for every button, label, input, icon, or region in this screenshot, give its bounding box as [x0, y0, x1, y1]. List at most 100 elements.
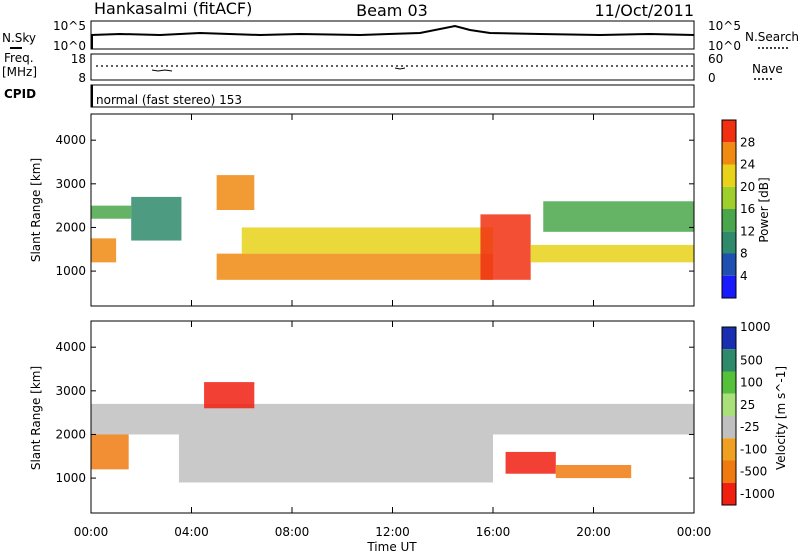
velocity-panel: 1000 2000 3000 4000 Slant Range [km] 1000 50… [29, 320, 788, 514]
power-colorbar-swatch-0 [722, 275, 736, 298]
power-ytick-label-1: 2000 [55, 220, 86, 234]
power-colorbar-tick-1: 8 [740, 247, 748, 261]
power-band-1 [91, 205, 132, 219]
velocity-colorbar-tick-4: -25 [740, 420, 760, 434]
velocity-band-5 [555, 465, 632, 479]
date-title: 11/Oct/2011 [594, 1, 694, 20]
velocity-colorbar-tick-0: 1000 [740, 320, 771, 334]
time-tick-label-0: 00:00 [74, 525, 109, 539]
power-band-8 [543, 201, 694, 232]
power-band-7 [530, 244, 694, 263]
power-colorbar-swatch-6 [722, 142, 736, 165]
velocity-ylabel: Slant Range [km] [29, 366, 43, 470]
power-colorbar: 4 8 12 16 20 24 28 [721, 119, 755, 299]
freq-frame [90, 53, 695, 81]
nsearch-top-tick: 10^5 [708, 19, 741, 33]
power-colorbar-tick-3: 16 [740, 202, 755, 216]
beam-title: Beam 03 [356, 1, 428, 20]
freq-trace-1 [151, 69, 173, 72]
velocity-heatmap [91, 382, 694, 483]
velocity-colorbar-swatch-7 [722, 482, 736, 505]
power-colorbar-tick-2: 12 [740, 224, 755, 238]
power-ylabel: Slant Range [km] [29, 158, 43, 262]
power-band-4 [241, 227, 493, 254]
velocity-colorbar: 1000 500 100 25 -25 -100 -500 -1000 [721, 320, 775, 506]
time-axis-label: Time UT [366, 540, 417, 554]
nsky-label: N.Sky [2, 31, 36, 45]
nsky-bottom-tick: 10^0 [53, 39, 86, 53]
freq-bottom-tick: 8 [78, 71, 86, 85]
power-panel: 1000 2000 3000 4000 Slant Range [km] 4 8 12 16… [29, 113, 771, 307]
power-colorbar-tick-6: 28 [740, 135, 755, 149]
power-band-0 [91, 238, 117, 263]
nsearch-bottom-tick: 10^0 [708, 39, 741, 53]
velocity-colorbar-swatch-2 [722, 371, 736, 394]
velocity-ytick-label-1: 2000 [55, 427, 86, 441]
cpid-text: normal (fast stereo) 153 [96, 93, 242, 107]
freq-label: Freq. [4, 51, 34, 65]
velocity-colorbar-swatch-3 [722, 393, 736, 416]
velocity-colorbar-tick-6: -500 [740, 465, 767, 479]
time-tick-label-2: 08:00 [275, 525, 310, 539]
power-colorbar-frame [721, 119, 737, 299]
velocity-colorbar-tick-1: 500 [740, 353, 763, 367]
time-axis: 00:00 04:00 08:00 12:00 16:00 20:00 00:00 [74, 114, 712, 539]
velocity-ytick-label-2: 3000 [55, 384, 86, 398]
velocity-ytick-label-0: 1000 [55, 471, 86, 485]
power-colorbar-swatch-2 [722, 231, 736, 254]
velocity-colorbar-frame [721, 326, 737, 506]
nave-bottom-tick: 0 [708, 71, 716, 85]
freq-top-tick: 18 [71, 52, 86, 66]
velocity-ytick-label-3: 4000 [55, 340, 86, 354]
power-band-2 [131, 196, 182, 241]
nave-label: Nave [752, 62, 783, 76]
velocity-colorbar-label: Velocity [m s^-1] [774, 366, 788, 470]
station-title: Hankasalmi (fitACF) [94, 0, 252, 18]
freq-strip: Freq. [MHz] 18 8 60 0 Nave [2, 51, 783, 85]
velocity-colorbar-swatch-6 [722, 460, 736, 483]
power-colorbar-tick-5: 24 [740, 158, 755, 172]
power-colorbar-swatch-7 [722, 120, 736, 143]
power-ytick-label-2: 3000 [55, 177, 86, 191]
time-tick-label-3: 12:00 [375, 525, 410, 539]
velocity-colorbar-tick-3: 25 [740, 398, 755, 412]
time-tick-label-6: 00:00 [677, 525, 712, 539]
time-tick-label-4: 16:00 [476, 525, 511, 539]
power-y-axis: 1000 2000 3000 4000 [55, 133, 694, 278]
velocity-colorbar-swatch-5 [722, 438, 736, 461]
velocity-colorbar-tick-2: 100 [740, 376, 763, 390]
velocity-colorbar-tick-7: -1000 [740, 487, 775, 501]
power-colorbar-label: Power [dB] [757, 177, 771, 242]
velocity-colorbar-swatch-1 [722, 349, 736, 372]
power-colorbar-swatch-5 [722, 164, 736, 187]
velocity-band-3 [204, 382, 255, 409]
cpid-label: CPID [4, 87, 36, 101]
time-tick-label-1: 04:00 [174, 525, 209, 539]
freq-unit: [MHz] [2, 65, 37, 79]
time-tick-label-5: 20:00 [576, 525, 611, 539]
power-band-5 [216, 175, 255, 210]
velocity-colorbar-tick-5: -100 [740, 442, 767, 456]
power-ytick-label-3: 4000 [55, 133, 86, 147]
power-colorbar-swatch-4 [722, 186, 736, 209]
velocity-colorbar-swatch-4 [722, 416, 736, 439]
velocity-band-0 [91, 403, 694, 435]
velocity-band-4 [505, 451, 556, 474]
cpid-strip: CPID normal (fast stereo) 153 [4, 84, 695, 108]
power-band-3 [216, 253, 493, 280]
velocity-colorbar-swatch-0 [722, 327, 736, 350]
nave-top-tick: 60 [708, 52, 723, 66]
nsky-strip: N.Sky 10^5 10^0 10^5 10^0 N.Search [2, 19, 799, 53]
power-heatmap [91, 175, 694, 280]
nsky-trace [90, 24, 695, 37]
power-colorbar-tick-0: 4 [740, 269, 748, 283]
power-colorbar-tick-4: 20 [740, 180, 755, 194]
power-colorbar-swatch-1 [722, 253, 736, 276]
power-colorbar-swatch-3 [722, 209, 736, 232]
freq-trace-2 [394, 67, 406, 70]
nsky-top-tick: 10^5 [53, 19, 86, 33]
nsearch-label: N.Search [745, 30, 799, 44]
velocity-band-1 [178, 434, 493, 483]
velocity-band-2 [91, 434, 129, 470]
